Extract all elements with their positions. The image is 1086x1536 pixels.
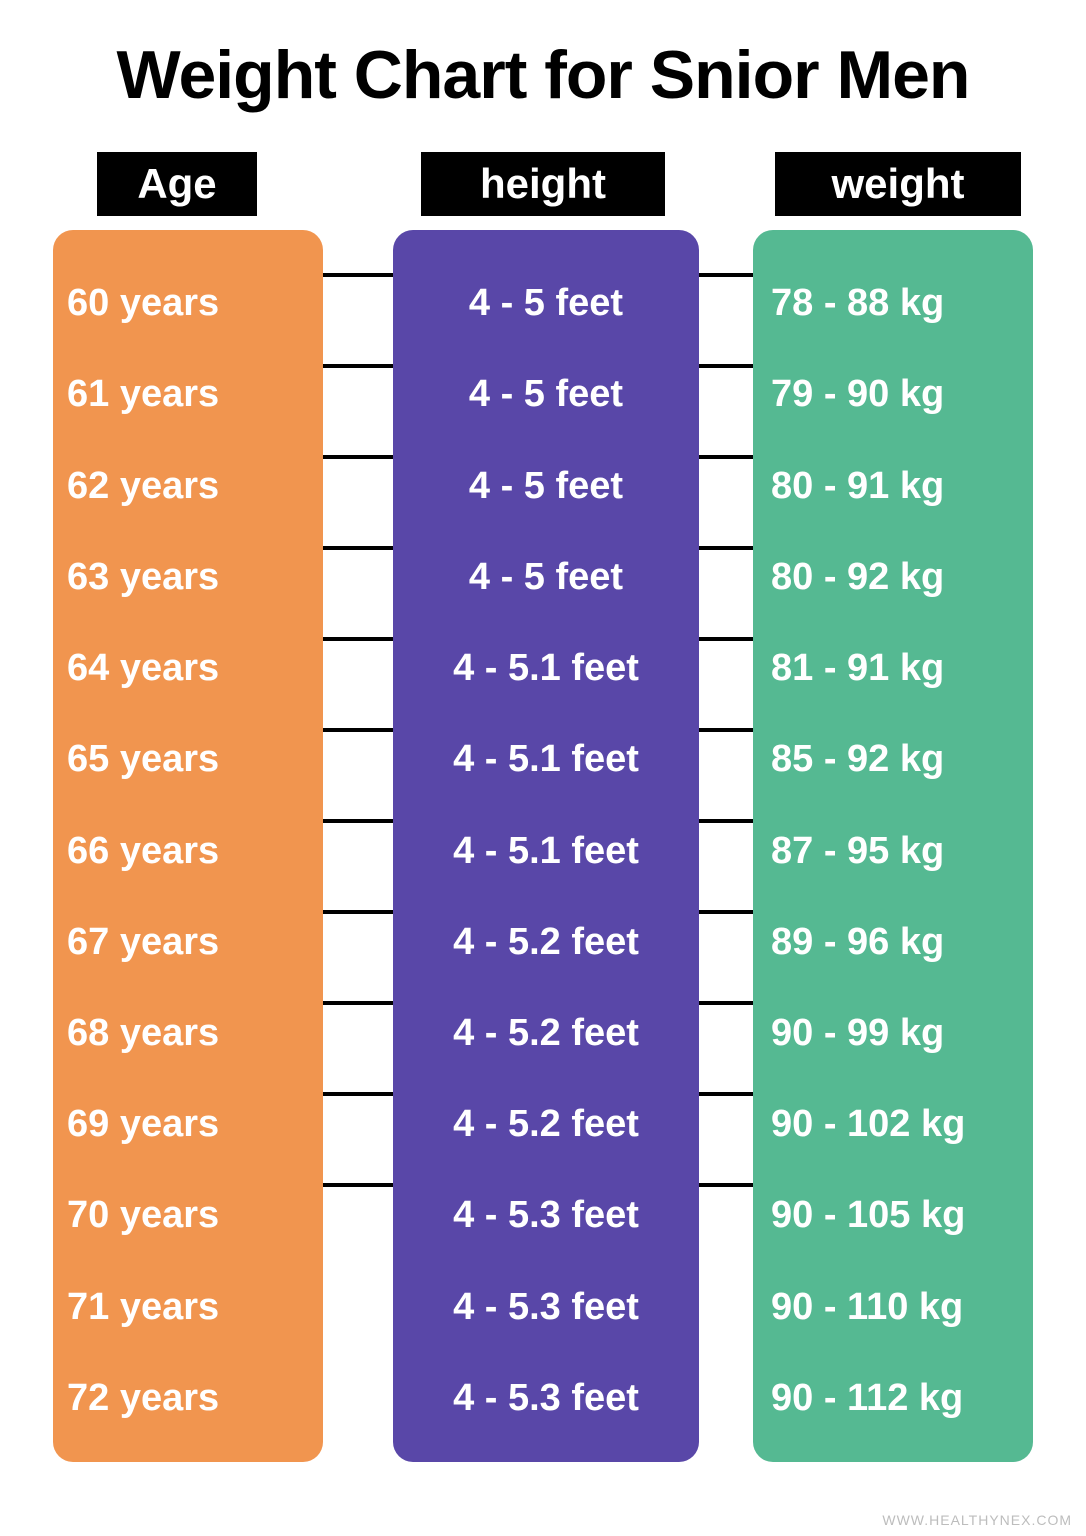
connector-height-weight — [699, 546, 753, 550]
column-header-height: height — [421, 152, 665, 216]
weight-cell: 78 - 88 kg — [753, 258, 1033, 349]
height-cell: 4 - 5.1 feet — [393, 623, 699, 714]
connector-age-height — [323, 819, 393, 823]
weight-cell: 79 - 90 kg — [753, 349, 1033, 440]
age-cell: 62 years — [53, 440, 323, 531]
age-cell: 68 years — [53, 988, 323, 1079]
weight-cell: 90 - 112 kg — [753, 1353, 1033, 1444]
connector-height-weight — [699, 637, 753, 641]
age-cell: 60 years — [53, 258, 323, 349]
height-cell: 4 - 5.3 feet — [393, 1170, 699, 1261]
watermark: WWW.HEALTHYNEX.COM — [882, 1512, 1072, 1528]
column-header-age: Age — [97, 152, 257, 216]
connector-height-weight — [699, 819, 753, 823]
connector-age-height — [323, 728, 393, 732]
connector-age-height — [323, 637, 393, 641]
weight-cell: 90 - 102 kg — [753, 1079, 1033, 1170]
connector-age-height — [323, 364, 393, 368]
height-column: 4 - 5 feet4 - 5 feet4 - 5 feet4 - 5 feet… — [393, 230, 699, 1462]
weight-chart: Age height weight 60 years61 years62 yea… — [53, 152, 1033, 1472]
connector-age-height — [323, 273, 393, 277]
weight-cell: 80 - 92 kg — [753, 532, 1033, 623]
height-cell: 4 - 5 feet — [393, 349, 699, 440]
age-column: 60 years61 years62 years63 years64 years… — [53, 230, 323, 1462]
weight-cell: 87 - 95 kg — [753, 805, 1033, 896]
weight-cell: 80 - 91 kg — [753, 440, 1033, 531]
weight-cell: 81 - 91 kg — [753, 623, 1033, 714]
age-cell: 71 years — [53, 1262, 323, 1353]
age-cell: 65 years — [53, 714, 323, 805]
connector-height-weight — [699, 910, 753, 914]
height-cell: 4 - 5.2 feet — [393, 897, 699, 988]
age-cell: 64 years — [53, 623, 323, 714]
age-cell: 66 years — [53, 805, 323, 896]
age-cell: 67 years — [53, 897, 323, 988]
weight-column: 78 - 88 kg79 - 90 kg80 - 91 kg80 - 92 kg… — [753, 230, 1033, 1462]
height-cell: 4 - 5.1 feet — [393, 714, 699, 805]
connector-height-weight — [699, 1001, 753, 1005]
age-cell: 72 years — [53, 1353, 323, 1444]
height-cell: 4 - 5 feet — [393, 258, 699, 349]
connector-height-weight — [699, 364, 753, 368]
connector-height-weight — [699, 1183, 753, 1187]
weight-cell: 90 - 105 kg — [753, 1170, 1033, 1261]
connector-age-height — [323, 1183, 393, 1187]
age-cell: 61 years — [53, 349, 323, 440]
height-cell: 4 - 5 feet — [393, 440, 699, 531]
column-header-weight: weight — [775, 152, 1021, 216]
height-cell: 4 - 5.2 feet — [393, 988, 699, 1079]
weight-cell: 85 - 92 kg — [753, 714, 1033, 805]
connector-age-height — [323, 546, 393, 550]
height-cell: 4 - 5.3 feet — [393, 1262, 699, 1353]
weight-cell: 90 - 110 kg — [753, 1262, 1033, 1353]
connector-age-height — [323, 455, 393, 459]
connector-age-height — [323, 1092, 393, 1096]
connector-height-weight — [699, 728, 753, 732]
height-cell: 4 - 5 feet — [393, 532, 699, 623]
height-cell: 4 - 5.2 feet — [393, 1079, 699, 1170]
age-cell: 70 years — [53, 1170, 323, 1261]
height-cell: 4 - 5.3 feet — [393, 1353, 699, 1444]
age-cell: 63 years — [53, 532, 323, 623]
connector-age-height — [323, 1001, 393, 1005]
connector-height-weight — [699, 455, 753, 459]
weight-cell: 89 - 96 kg — [753, 897, 1033, 988]
height-cell: 4 - 5.1 feet — [393, 805, 699, 896]
connector-age-height — [323, 910, 393, 914]
page-title: Weight Chart for Snior Men — [0, 0, 1086, 134]
connector-height-weight — [699, 273, 753, 277]
weight-cell: 90 - 99 kg — [753, 988, 1033, 1079]
connector-height-weight — [699, 1092, 753, 1096]
age-cell: 69 years — [53, 1079, 323, 1170]
